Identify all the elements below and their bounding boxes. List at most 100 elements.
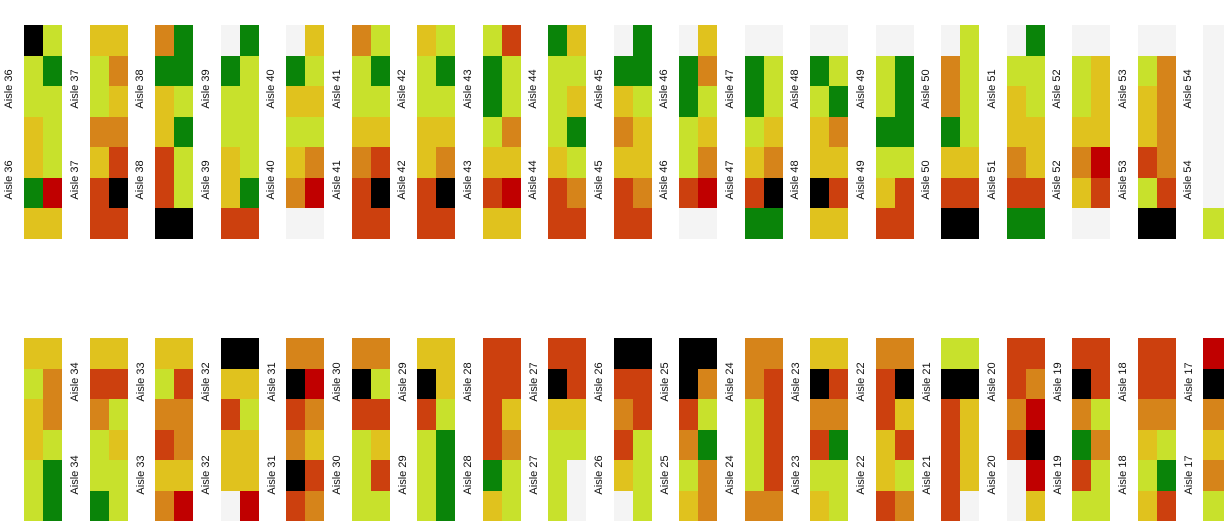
aisle-cell[interactable] <box>548 25 567 56</box>
aisle-cell[interactable] <box>89 55 109 86</box>
aisle-cell[interactable] <box>960 147 979 178</box>
aisle-cell[interactable] <box>763 399 783 430</box>
aisle-cell[interactable] <box>305 177 324 208</box>
aisle-cell[interactable] <box>632 116 652 147</box>
aisle-cell[interactable] <box>829 147 848 178</box>
aisle-cell[interactable] <box>239 338 259 369</box>
aisle-cell[interactable] <box>1156 147 1176 178</box>
aisle-cell[interactable] <box>43 490 62 521</box>
aisle-cell[interactable] <box>417 490 436 521</box>
aisle-cell[interactable] <box>239 177 259 208</box>
aisle-cell[interactable] <box>1091 86 1110 117</box>
aisle-cell[interactable] <box>351 86 371 117</box>
aisle-cell[interactable] <box>501 208 521 239</box>
aisle-cell[interactable] <box>1006 208 1026 239</box>
aisle-cell[interactable] <box>960 25 979 56</box>
aisle-cell[interactable] <box>679 399 698 430</box>
aisle-cell[interactable] <box>1025 368 1045 399</box>
aisle-cell[interactable] <box>239 460 259 491</box>
aisle-cell[interactable] <box>1091 208 1110 239</box>
aisle-cell[interactable] <box>1025 208 1045 239</box>
aisle-cell[interactable] <box>829 429 848 460</box>
aisle-cell[interactable] <box>548 460 567 491</box>
aisle-cell[interactable] <box>1025 399 1045 430</box>
aisle-cell[interactable] <box>1203 368 1222 399</box>
aisle-cell[interactable] <box>370 490 390 521</box>
aisle-cell[interactable] <box>417 25 436 56</box>
aisle-cell[interactable] <box>482 429 502 460</box>
aisle-cell[interactable] <box>1156 368 1176 399</box>
aisle-cell[interactable] <box>548 368 567 399</box>
aisle-cell[interactable] <box>744 208 764 239</box>
aisle-cell[interactable] <box>89 86 109 117</box>
aisle-cell[interactable] <box>941 55 960 86</box>
aisle-cell[interactable] <box>894 25 914 56</box>
aisle-cell[interactable] <box>763 429 783 460</box>
aisle-cell[interactable] <box>417 147 436 178</box>
aisle-cell[interactable] <box>810 177 829 208</box>
aisle-cell[interactable] <box>436 116 455 147</box>
aisle-cell[interactable] <box>613 86 633 117</box>
aisle-cell[interactable] <box>941 429 960 460</box>
aisle-cell[interactable] <box>679 177 698 208</box>
aisle-cell[interactable] <box>43 338 62 369</box>
aisle-cell[interactable] <box>239 147 259 178</box>
aisle-cell[interactable] <box>763 338 783 369</box>
aisle-cell[interactable] <box>763 147 783 178</box>
aisle-cell[interactable] <box>1006 429 1026 460</box>
aisle-cell[interactable] <box>305 460 324 491</box>
aisle-cell[interactable] <box>239 429 259 460</box>
aisle-cell[interactable] <box>286 429 305 460</box>
aisle-cell[interactable] <box>548 55 567 86</box>
aisle-cell[interactable] <box>567 55 586 86</box>
aisle-cell[interactable] <box>763 460 783 491</box>
aisle-cell[interactable] <box>436 147 455 178</box>
aisle-cell[interactable] <box>1156 490 1176 521</box>
aisle-cell[interactable] <box>744 55 764 86</box>
aisle-cell[interactable] <box>220 490 240 521</box>
aisle-cell[interactable] <box>43 368 62 399</box>
aisle-cell[interactable] <box>108 490 128 521</box>
aisle-cell[interactable] <box>417 368 436 399</box>
aisle-cell[interactable] <box>744 429 764 460</box>
aisle-cell[interactable] <box>351 147 371 178</box>
aisle-cell[interactable] <box>941 368 960 399</box>
aisle-cell[interactable] <box>1137 116 1157 147</box>
aisle-cell[interactable] <box>1222 55 1224 86</box>
aisle-cell[interactable] <box>1203 429 1222 460</box>
aisle-cell[interactable] <box>810 399 829 430</box>
aisle-cell[interactable] <box>370 116 390 147</box>
aisle-cell[interactable] <box>1203 25 1222 56</box>
aisle-cell[interactable] <box>43 429 62 460</box>
aisle-cell[interactable] <box>567 86 586 117</box>
aisle-cell[interactable] <box>174 208 193 239</box>
aisle-cell[interactable] <box>43 147 62 178</box>
aisle-cell[interactable] <box>960 429 979 460</box>
aisle-cell[interactable] <box>632 86 652 117</box>
aisle-cell[interactable] <box>763 86 783 117</box>
aisle-cell[interactable] <box>370 208 390 239</box>
aisle-cell[interactable] <box>1091 460 1110 491</box>
aisle-cell[interactable] <box>174 460 193 491</box>
aisle-cell[interactable] <box>763 368 783 399</box>
aisle-cell[interactable] <box>810 25 829 56</box>
aisle-cell[interactable] <box>875 25 895 56</box>
aisle-cell[interactable] <box>1222 177 1224 208</box>
aisle-cell[interactable] <box>43 55 62 86</box>
aisle-cell[interactable] <box>351 460 371 491</box>
aisle-cell[interactable] <box>941 208 960 239</box>
aisle-cell[interactable] <box>89 25 109 56</box>
aisle-cell[interactable] <box>1203 116 1222 147</box>
aisle-cell[interactable] <box>829 460 848 491</box>
aisle-cell[interactable] <box>894 177 914 208</box>
aisle-cell[interactable] <box>351 399 371 430</box>
aisle-cell[interactable] <box>417 429 436 460</box>
aisle-cell[interactable] <box>1156 460 1176 491</box>
aisle-cell[interactable] <box>744 490 764 521</box>
aisle-cell[interactable] <box>548 177 567 208</box>
aisle-cell[interactable] <box>155 86 174 117</box>
aisle-cell[interactable] <box>1072 490 1091 521</box>
aisle-cell[interactable] <box>174 116 193 147</box>
aisle-cell[interactable] <box>501 399 521 430</box>
aisle-cell[interactable] <box>351 177 371 208</box>
